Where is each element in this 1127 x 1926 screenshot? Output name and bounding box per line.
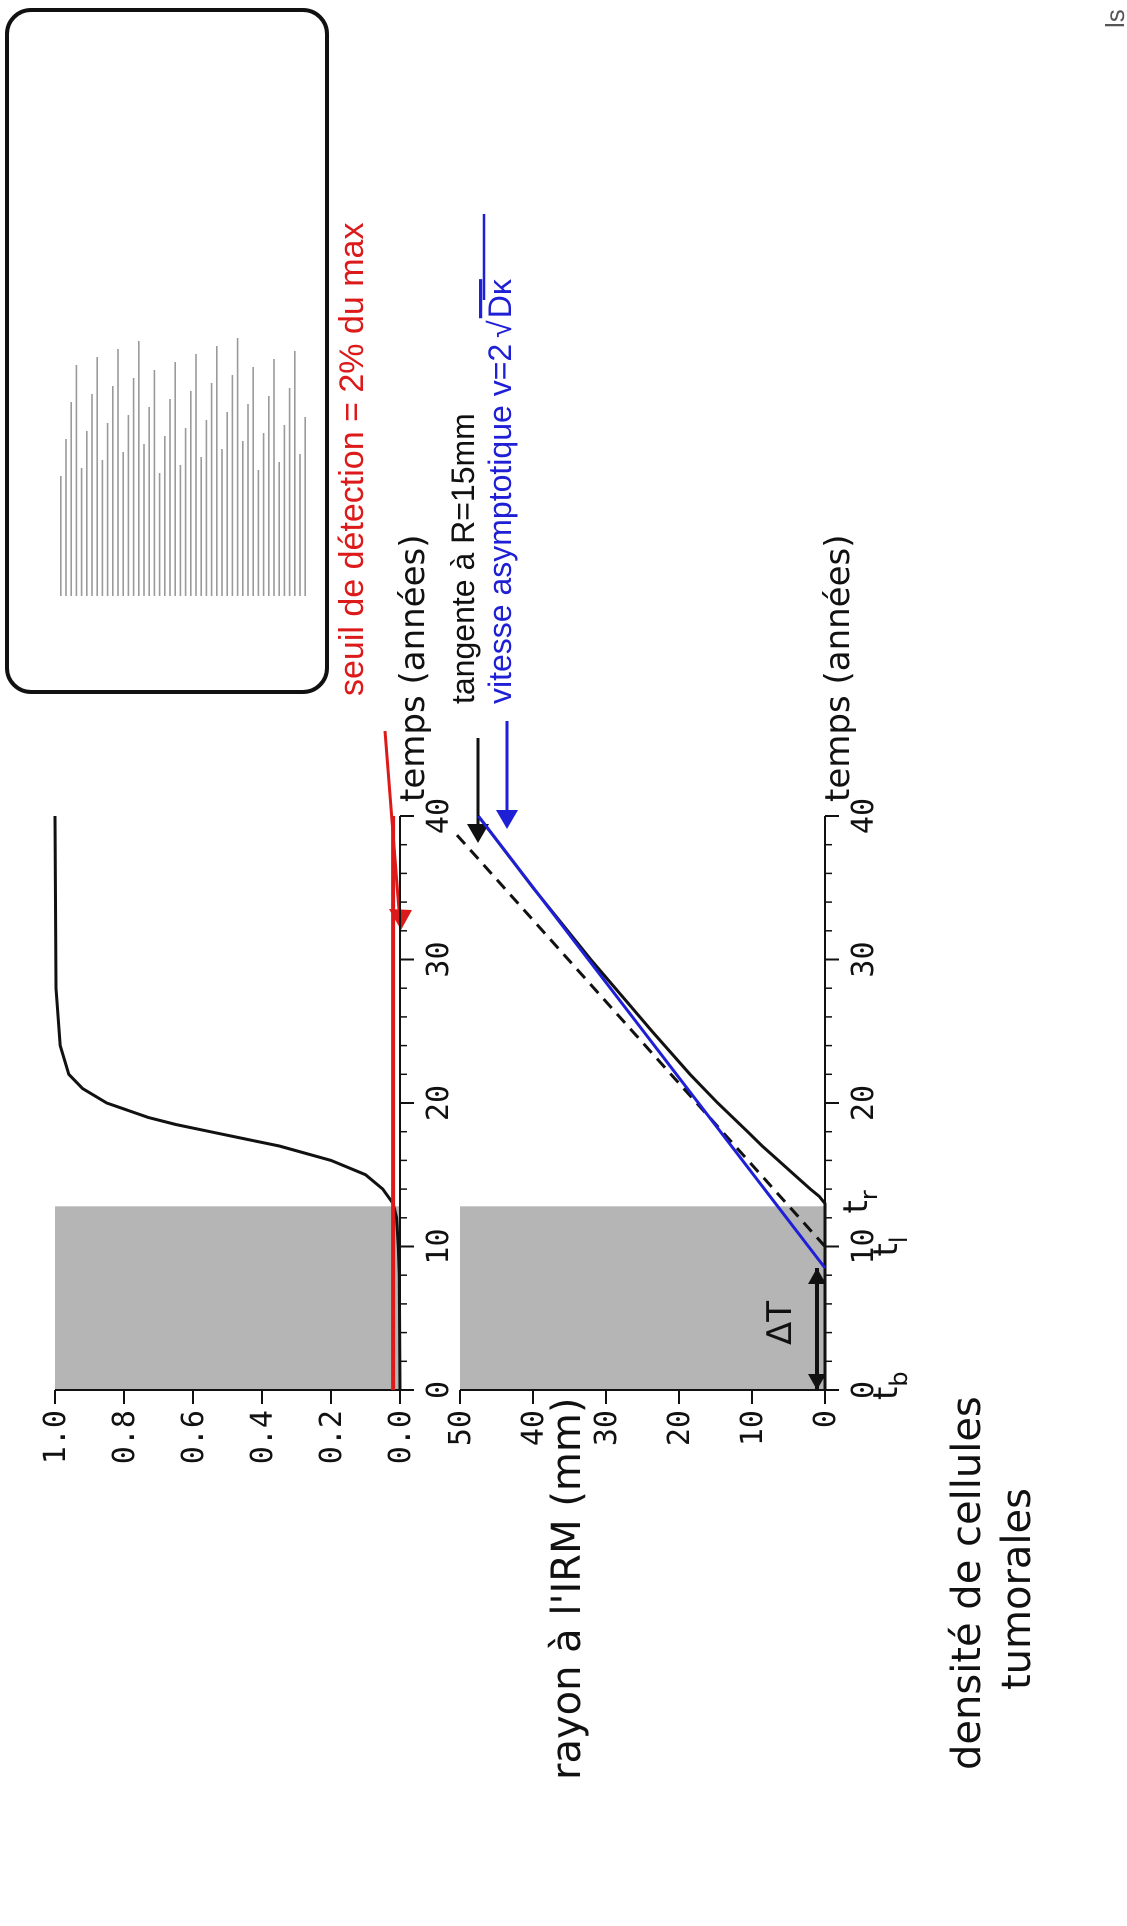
y-tick-label: 0.4 bbox=[245, 1410, 280, 1464]
x-tick-label: 10 bbox=[846, 1228, 881, 1264]
tangent-arrow-head bbox=[467, 824, 489, 843]
document-line bbox=[216, 346, 218, 596]
document-line bbox=[288, 388, 291, 596]
series-line bbox=[451, 829, 827, 1248]
tb-label: tb bbox=[866, 1371, 913, 1400]
delta-t-label: ΔT bbox=[760, 1301, 800, 1345]
document-line bbox=[273, 359, 275, 596]
document-line bbox=[158, 473, 161, 596]
y-tick-label: 0.2 bbox=[314, 1410, 349, 1464]
document-line bbox=[294, 351, 296, 596]
document-line bbox=[179, 465, 182, 596]
document-line bbox=[169, 399, 171, 596]
document-line bbox=[91, 394, 93, 596]
series-line bbox=[477, 815, 827, 1269]
document-line bbox=[122, 452, 125, 596]
x-tick-label: 10 bbox=[421, 1228, 456, 1264]
x-tick-label: 40 bbox=[846, 798, 881, 834]
x-tick-label: 30 bbox=[421, 941, 456, 977]
document-line bbox=[86, 431, 88, 596]
y-tick-label: 0 bbox=[808, 1410, 843, 1428]
y-tick-label: 20 bbox=[662, 1410, 697, 1446]
document-line bbox=[65, 439, 67, 596]
document-line bbox=[164, 436, 166, 596]
inset-box bbox=[5, 8, 329, 694]
x-tick-label: 20 bbox=[846, 1085, 881, 1121]
tangent-annotation: tangente à R=15mm bbox=[445, 413, 481, 704]
y-tick-label: 0.8 bbox=[107, 1410, 142, 1464]
document-line bbox=[283, 425, 286, 596]
document-line bbox=[221, 449, 223, 596]
document-line bbox=[247, 404, 249, 596]
y-axis-label: densité de cellules bbox=[944, 1396, 990, 1770]
document-line bbox=[205, 420, 208, 596]
document-line bbox=[174, 362, 176, 596]
document-line bbox=[112, 386, 114, 596]
document-line bbox=[101, 460, 104, 596]
x-tick-label: 40 bbox=[421, 798, 456, 834]
document-line bbox=[148, 407, 150, 596]
chart-layer: 0 10 20 30 40 0.0 0.2 0.4 0.6 0.8 1.0 temps (années… bbox=[38, 535, 1040, 1780]
corner-label: ls bbox=[1100, 9, 1127, 28]
y-tick-label: 1.0 bbox=[38, 1410, 73, 1464]
document-line bbox=[117, 349, 119, 596]
document-line bbox=[268, 396, 270, 596]
y-tick-label: 30 bbox=[589, 1410, 624, 1446]
shaded-region bbox=[460, 1206, 825, 1390]
delta-t-arrow-head bbox=[808, 1268, 826, 1285]
document-line bbox=[132, 378, 135, 596]
y-tick-label: 50 bbox=[443, 1410, 478, 1446]
y-axis-label: rayon à l'IRM (mm) bbox=[544, 1398, 590, 1780]
document-line bbox=[257, 470, 260, 596]
x-tick-label: 0 bbox=[421, 1381, 456, 1399]
document-line bbox=[262, 433, 265, 596]
document-line bbox=[106, 423, 109, 596]
document-line bbox=[195, 354, 197, 596]
document-line bbox=[299, 454, 301, 596]
document-line bbox=[252, 367, 254, 596]
document-line bbox=[236, 338, 239, 596]
document-line bbox=[96, 357, 99, 596]
document-line bbox=[60, 476, 62, 596]
document-line bbox=[80, 468, 83, 596]
document-line bbox=[75, 365, 78, 596]
document-line bbox=[138, 341, 140, 596]
document-line bbox=[127, 415, 130, 596]
series-line bbox=[477, 815, 827, 1390]
document-line bbox=[304, 417, 306, 596]
document-line bbox=[226, 412, 228, 596]
y-tick-label: 40 bbox=[516, 1410, 551, 1446]
document-line bbox=[242, 441, 244, 596]
document-line bbox=[210, 383, 213, 596]
y-axis-label: tumorales bbox=[994, 1488, 1040, 1690]
series-line bbox=[53, 815, 402, 1391]
x-tick-label: 30 bbox=[846, 941, 881, 977]
document-line bbox=[70, 402, 73, 596]
tl-label: tl bbox=[866, 1236, 913, 1256]
x-axis-label: temps (années) bbox=[393, 535, 433, 802]
document-thumbnail bbox=[60, 338, 306, 596]
document-line bbox=[184, 428, 187, 596]
x-axis-label: temps (années) bbox=[818, 535, 858, 802]
document-line bbox=[278, 462, 280, 596]
tr-label: tr bbox=[836, 1190, 883, 1213]
y-tick-label: 10 bbox=[735, 1410, 770, 1446]
x-tick-label: 20 bbox=[421, 1085, 456, 1121]
document-line bbox=[153, 370, 156, 596]
y-tick-label: 0.0 bbox=[383, 1410, 418, 1464]
y-tick-label: 0.6 bbox=[176, 1410, 211, 1464]
document-line bbox=[143, 444, 145, 596]
x-tick-label: 0 bbox=[846, 1381, 881, 1399]
threshold-annotation: seuil de détection = 2% du max bbox=[333, 223, 371, 696]
asymptotic-arrow-head bbox=[496, 810, 518, 829]
document-line bbox=[231, 375, 234, 596]
document-line bbox=[190, 391, 192, 596]
asymptotic-annotation: vitesse asymptotique v=2√Dκ bbox=[482, 278, 518, 704]
delta-t-arrow-head bbox=[808, 1374, 826, 1390]
document-line bbox=[200, 457, 202, 596]
shaded-region bbox=[55, 1206, 400, 1390]
